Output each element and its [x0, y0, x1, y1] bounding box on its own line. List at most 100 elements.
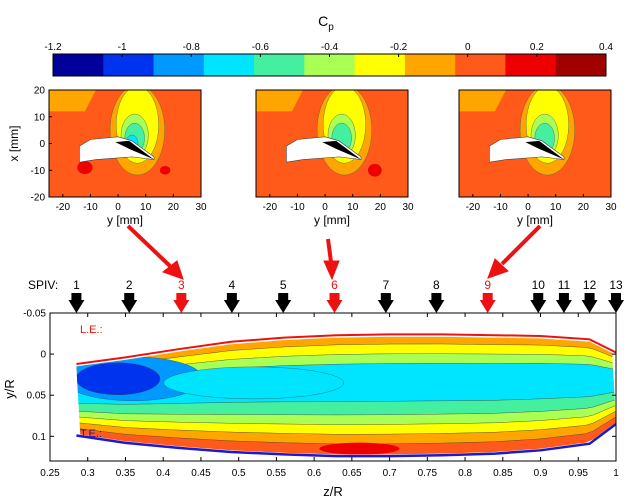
spiv-station-label: 13: [609, 278, 623, 292]
colorbar-cell: [354, 54, 406, 76]
colorbar-cell: [404, 54, 456, 76]
colorbar-cell: [304, 54, 356, 76]
detail-xtick-label: 10: [140, 202, 152, 213]
spiv-station-arrow: [555, 293, 572, 313]
spiv-station-label: 8: [433, 278, 440, 292]
colorbar-tick-label: 0.2: [530, 42, 544, 53]
spiv-station: 11: [555, 278, 572, 313]
contour-core: [76, 362, 161, 395]
le-label: L.E.:: [80, 324, 103, 336]
main-xtick-label: 0.4: [156, 468, 170, 479]
main-xtick-label: 0.6: [307, 468, 321, 479]
spiv-station: 1: [68, 278, 85, 313]
spiv-station-label: 11: [558, 278, 571, 292]
colorbar-cell: [555, 54, 607, 76]
contour-core: [163, 366, 344, 400]
detail-xtick-label: -10: [83, 202, 98, 213]
detail-xtick-label: -10: [493, 202, 508, 213]
detail-ytick-label: 20: [34, 86, 46, 97]
spiv-station-label: 6: [331, 278, 338, 292]
colorbar-cell: [103, 54, 155, 76]
main-xtick-label: 0.3: [81, 468, 95, 479]
spiv-station-label: 9: [484, 278, 491, 292]
spiv-label: SPIV:: [28, 278, 58, 292]
main-xtick-label: 1: [613, 468, 619, 479]
spiv-station-arrow: [223, 293, 240, 313]
contour-core: [319, 442, 400, 455]
main-plot: 0.25 0.3 0.35 0.4 0.45 0.5 0.55 0.6 0.65 0.7 0.75 0…: [2, 309, 619, 500]
colorbar: Cp -1.2 -1 -0.8 -0.6 -0.4 -0.2 0 0.2 0.4: [44, 13, 613, 77]
spiv-station-label: 7: [382, 278, 389, 292]
colorbar-tick-label: -1: [118, 42, 127, 53]
main-xtick-label: 0.95: [569, 468, 589, 479]
colorbar-cell: [505, 54, 557, 76]
spiv-station-arrow: [173, 293, 190, 313]
spiv-station-label: 1: [73, 278, 80, 292]
main-xtick-label: 0.85: [493, 468, 513, 479]
colorbar-cell: [53, 54, 104, 76]
main-xtick-label: 0.9: [534, 468, 548, 479]
detail-xtick-label: -20: [466, 202, 481, 213]
spiv-station: 7: [377, 278, 394, 313]
colorbar-tick-label: 0.4: [599, 42, 613, 53]
colorbar-tick-label: -0.2: [390, 42, 408, 53]
detail-ytick-label: 0: [39, 139, 45, 150]
detail-xtick-label: -10: [290, 202, 305, 213]
spiv-station: 2: [121, 278, 138, 313]
detail-ytick-label: -20: [31, 193, 46, 204]
detail-plot: -20 -10 0 10 20 30 y [mm]: [458, 89, 617, 227]
main-xtick-label: 0.45: [191, 468, 211, 479]
spiv-station: 12: [581, 278, 598, 313]
colorbar-cell: [153, 54, 205, 76]
main-ytick-label: -0.05: [23, 309, 46, 320]
main-xtick-label: 0.65: [342, 468, 362, 479]
station-pointers: [126, 224, 542, 281]
detail-plot: -20 -10 0 10 20 30 y [mm]: [255, 89, 414, 227]
spiv-station-arrow: [377, 293, 394, 313]
spiv-station-label: 4: [229, 278, 236, 292]
detail-xtick-label: 30: [195, 202, 207, 213]
main-xtick-label: 0.55: [267, 468, 287, 479]
detail-xtick-label: 10: [347, 202, 359, 213]
spiv-station-arrow: [428, 293, 445, 313]
detail-xtick-label: 0: [525, 202, 531, 213]
colorbar-tick-label: -0.4: [321, 42, 339, 53]
detail-xtick-label: 30: [402, 202, 414, 213]
spiv-stations: 1 2 3 4 5 6 7 8 9 10 11 12 13: [68, 278, 624, 313]
main-xtick-label: 0.5: [232, 468, 246, 479]
detail-xlabel: y [mm]: [107, 213, 143, 227]
main-ylabel: y/R: [2, 379, 17, 399]
detail-xtick-label: 30: [605, 202, 617, 213]
detail-xtick-label: -20: [56, 202, 71, 213]
spiv-station-arrow: [530, 293, 547, 313]
detail-xlabel: y [mm]: [314, 213, 350, 227]
detail-ylabel: x [mm]: [7, 126, 21, 162]
colorbar-cell: [254, 54, 305, 76]
spiv-station: 9: [479, 278, 496, 313]
colorbar-label: Cp: [318, 13, 334, 33]
detail-xtick-label: 0: [115, 202, 121, 213]
spiv-station-arrow: [275, 293, 292, 313]
spiv-station: 3: [173, 278, 190, 313]
colorbar-tick-label: -0.8: [183, 42, 201, 53]
spiv-station-arrow: [479, 293, 496, 313]
colorbar-tick-label: -1.2: [44, 42, 62, 53]
leading-edge-line: [76, 333, 617, 365]
main-xlabel: z/R: [323, 484, 343, 499]
detail-xtick-label: -20: [263, 202, 278, 213]
main-xtick-label: 0.8: [458, 468, 472, 479]
te-label: T.E.:: [80, 428, 102, 440]
detail-ytick-label: -10: [31, 166, 46, 177]
colorbar-cell: [203, 54, 255, 76]
spiv-station: 10: [530, 278, 547, 313]
main-ytick-label: 0.1: [32, 432, 46, 443]
detail-xtick-label: 20: [168, 202, 180, 213]
spiv-station: 6: [326, 278, 343, 313]
spiv-station-arrow: [326, 293, 343, 313]
trailing-edge-line: [76, 422, 617, 458]
spiv-station: 4: [223, 278, 240, 313]
spiv-station-label: 10: [532, 278, 546, 292]
main-xtick-label: 0.25: [40, 468, 60, 479]
spiv-station: 5: [275, 278, 292, 313]
